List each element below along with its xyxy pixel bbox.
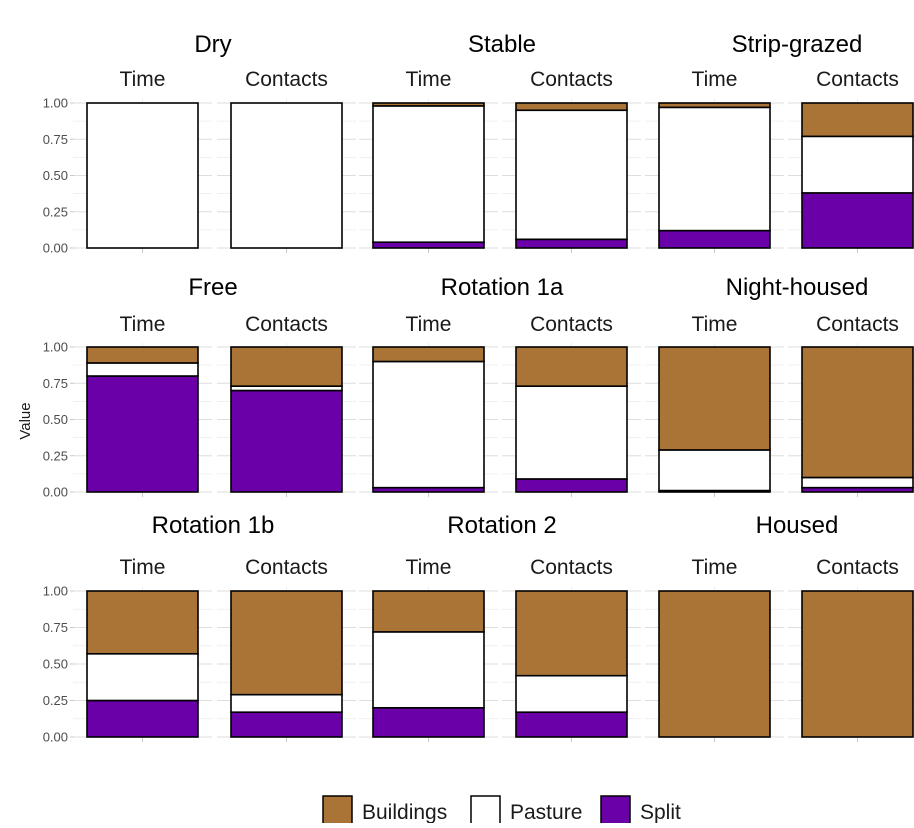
bar-segment-buildings [86,346,199,364]
bar-segment-buildings [372,590,485,633]
bar-segment-pasture [515,109,628,241]
y-tick-label: 1.00 [43,96,68,111]
legend-swatch-buildings [322,795,353,826]
panel-title: Dry [194,31,231,58]
panel-title: Stable [468,31,536,58]
bar-segment-buildings [86,590,199,655]
bar-segment-buildings [801,590,914,738]
legend-swatch-pasture [470,795,501,826]
bar-segment-pasture [658,449,771,492]
bar-segment-pasture [372,631,485,709]
y-tick-label: 0.00 [43,730,68,745]
bar-segment-pasture [230,693,343,713]
facet-label: Contacts [530,556,613,579]
y-tick-label: 0.00 [43,485,68,500]
bar-segment-split [86,699,199,738]
y-tick-label: 0.25 [43,204,68,219]
facet-label: Time [120,556,166,579]
bar-segment-pasture [515,674,628,713]
panel-title: Rotation 1b [152,512,275,539]
panel-title: Rotation 1a [441,274,564,301]
y-tick-label: 0.75 [43,376,68,391]
legend-label: Pasture [510,801,582,823]
y-tick-label: 0.75 [43,132,68,147]
facet-label: Time [692,68,738,91]
facet-label: Time [120,68,166,91]
bar-segment-split [372,706,485,738]
facet-label: Contacts [530,313,613,336]
y-tick-label: 0.50 [43,657,68,672]
facet-label: Time [406,556,452,579]
y-tick-label: 0.75 [43,620,68,635]
facet-label: Contacts [816,68,899,91]
facet-label: Contacts [816,313,899,336]
facet-label: Time [692,313,738,336]
bar-segment-split [801,192,914,249]
bar-segment-split [515,238,628,249]
bar-segment-pasture [515,385,628,480]
bar-segment-buildings [658,102,771,109]
bar-segment-buildings [515,346,628,387]
panel-title: Rotation 2 [447,512,556,539]
y-tick-label: 0.50 [43,412,68,427]
facet-label: Contacts [245,313,328,336]
bar-segment-buildings [515,102,628,112]
y-tick-label: 0.25 [43,693,68,708]
facet-label: Contacts [245,68,328,91]
bar-segment-buildings [801,102,914,138]
y-tick-label: 1.00 [43,340,68,355]
bar-segment-buildings [372,102,485,107]
bar-segment-pasture [801,476,914,489]
y-tick-label: 0.50 [43,168,68,183]
facet-label: Time [120,313,166,336]
facet-label: Time [692,556,738,579]
y-tick-label: 0.25 [43,448,68,463]
bar-segment-pasture [230,102,343,249]
bar-segment-buildings [801,346,914,479]
legend-label: Buildings [362,801,447,823]
bar-segment-split [230,389,343,493]
facet-label: Time [406,313,452,336]
facet-label: Contacts [816,556,899,579]
legend-label: Split [640,801,681,823]
bar-segment-buildings [230,590,343,696]
y-tick-label: 0.00 [43,241,68,256]
bar-segment-pasture [372,360,485,489]
facet-label: Time [406,68,452,91]
y-axis-title: Value [17,402,34,439]
bar-segment-split [515,478,628,493]
bar-segment-split [230,711,343,738]
bar-segment-split [515,711,628,738]
panel-title: Housed [756,512,839,539]
bar-segment-pasture [801,135,914,194]
panel-title: Free [188,274,237,301]
bar-segment-pasture [86,652,199,702]
bar-segment-buildings [230,346,343,387]
bar-segment-split [86,375,199,493]
bar-segment-pasture [86,102,199,249]
bar-segment-pasture [86,362,199,377]
bar-segment-split [372,241,485,249]
bar-segment-buildings [372,346,485,363]
panel-title: Strip-grazed [732,31,863,58]
bar-segment-buildings [658,346,771,451]
bar-segment-buildings [515,590,628,677]
y-tick-label: 1.00 [43,584,68,599]
bar-segment-pasture [658,106,771,232]
legend-swatch-split [600,795,631,826]
facet-label: Contacts [245,556,328,579]
bar-segment-buildings [658,590,771,738]
facet-label: Contacts [530,68,613,91]
bar-segment-split [658,229,771,249]
panel-title: Night-housed [726,274,869,301]
bar-segment-pasture [372,105,485,244]
